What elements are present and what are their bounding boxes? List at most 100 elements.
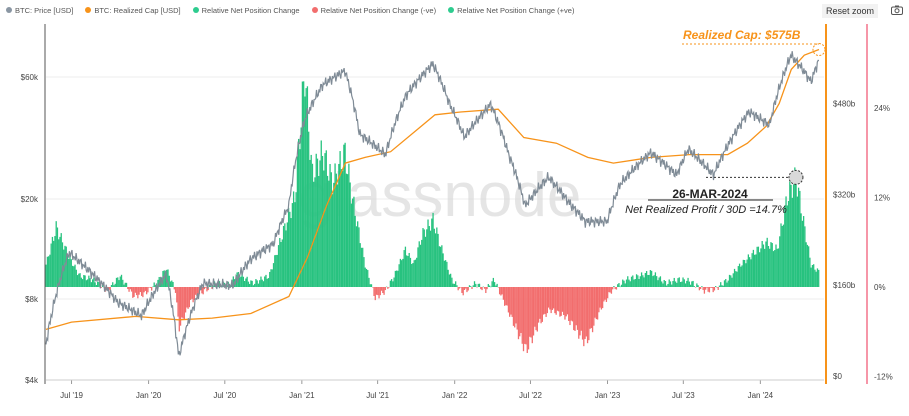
net-position-bar xyxy=(85,280,87,287)
net-position-bar xyxy=(635,274,638,287)
net-position-bar xyxy=(345,173,348,287)
net-position-bar xyxy=(133,287,135,297)
net-position-bar xyxy=(619,286,621,288)
net-position-bar xyxy=(272,263,275,287)
net-position-bar xyxy=(363,257,365,287)
net-position-bar xyxy=(818,269,820,287)
legend-label: Relative Net Position Change (-ve) xyxy=(320,5,437,15)
net-position-bar xyxy=(728,274,731,287)
net-position-bar xyxy=(640,272,643,287)
net-position-bar xyxy=(383,287,385,295)
net-position-bar xyxy=(60,233,62,287)
net-position-bar xyxy=(472,285,474,287)
net-position-bar xyxy=(462,287,464,296)
net-position-bar xyxy=(481,287,483,291)
net-position-bar xyxy=(463,287,466,290)
net-position-bar xyxy=(169,281,172,287)
legend-item[interactable]: Relative Net Position Change xyxy=(192,5,300,15)
net-position-bar xyxy=(118,280,120,287)
net-position-bar xyxy=(740,266,742,287)
legend-item[interactable]: Relative Net Position Change (-ve) xyxy=(311,5,437,15)
net-position-bar xyxy=(549,287,551,310)
net-position-bar xyxy=(554,287,556,314)
net-position-bar xyxy=(672,281,674,287)
net-position-bar xyxy=(168,275,170,287)
net-position-bar xyxy=(716,287,718,288)
net-position-bar xyxy=(436,227,438,287)
net-position-bar xyxy=(585,287,587,337)
price-line xyxy=(45,51,820,356)
net-position-bar xyxy=(238,277,241,287)
net-position-bar xyxy=(304,96,306,287)
net-position-bar xyxy=(632,275,634,287)
net-position-bar xyxy=(708,287,711,293)
net-position-bar xyxy=(360,247,363,287)
net-position-bar xyxy=(510,287,512,315)
net-position-bar xyxy=(217,282,219,287)
net-position-bar xyxy=(421,239,423,287)
net-position-bar xyxy=(779,236,781,287)
net-position-bar xyxy=(516,287,518,330)
net-position-bar xyxy=(205,287,207,288)
net-position-bar xyxy=(285,230,287,287)
net-position-bar xyxy=(699,287,702,289)
net-position-bar xyxy=(546,287,549,314)
net-position-bar xyxy=(691,281,693,287)
net-position-bar xyxy=(291,203,294,287)
net-position-bar xyxy=(488,285,491,287)
net-position-bar xyxy=(54,236,56,287)
net-position-bar xyxy=(618,283,620,287)
realized-tick-label: $0 xyxy=(833,372,842,381)
net-position-bar xyxy=(89,278,91,287)
legend-label: BTC: Price [USD] xyxy=(15,5,74,15)
net-position-bar xyxy=(573,287,575,331)
legend-label: Relative Net Position Change xyxy=(201,5,300,15)
net-position-bar xyxy=(501,287,503,295)
camera-icon[interactable] xyxy=(891,5,903,15)
net-position-bar xyxy=(390,279,393,287)
net-position-bar xyxy=(306,86,309,287)
net-position-bar xyxy=(446,261,448,287)
legend-item[interactable]: Relative Net Position Change (+ve) xyxy=(448,6,574,15)
net-position-bar xyxy=(467,287,469,291)
net-position-bar xyxy=(550,287,552,314)
net-position-bar xyxy=(648,274,650,287)
net-position-bar xyxy=(296,156,299,287)
legend-item[interactable]: BTC: Price [USD] xyxy=(6,6,73,15)
net-position-bar xyxy=(364,267,366,287)
net-position-bar xyxy=(148,287,150,288)
net-position-bar xyxy=(325,150,327,287)
net-position-bar xyxy=(455,281,457,287)
net-position-bar xyxy=(643,277,645,287)
net-position-bar xyxy=(457,287,459,291)
legend-item[interactable]: BTC: Realized Cap [USD] xyxy=(85,6,181,15)
net-position-bar xyxy=(683,279,685,287)
net-position-bar xyxy=(321,155,324,287)
net-position-bar xyxy=(431,218,433,287)
net-position-bar xyxy=(756,246,758,287)
net-position-bar xyxy=(417,247,419,287)
net-position-bar xyxy=(59,236,61,287)
net-position-bar xyxy=(66,255,69,287)
net-position-bar xyxy=(95,285,98,287)
net-position-bar xyxy=(419,244,422,287)
net-position-bar xyxy=(316,158,319,287)
net-position-bar xyxy=(480,287,482,290)
net-position-bar xyxy=(654,272,657,287)
net-position-bar xyxy=(460,287,462,288)
net-position-bar xyxy=(742,259,744,287)
reset-zoom-button[interactable]: Reset zoom xyxy=(822,4,879,18)
net-position-bar xyxy=(407,256,409,287)
net-position-bar xyxy=(794,167,796,287)
net-position-bar xyxy=(723,280,726,287)
net-position-bar xyxy=(164,272,167,287)
net-position-bar xyxy=(717,287,719,290)
net-position-bar xyxy=(246,276,248,287)
net-position-bar xyxy=(346,174,349,287)
net-position-bar xyxy=(203,287,206,290)
net-position-bar xyxy=(590,287,592,329)
net-position-bar xyxy=(761,240,763,287)
net-position-bar xyxy=(634,279,636,287)
net-position-bar xyxy=(385,286,388,288)
net-position-bar xyxy=(387,287,389,289)
